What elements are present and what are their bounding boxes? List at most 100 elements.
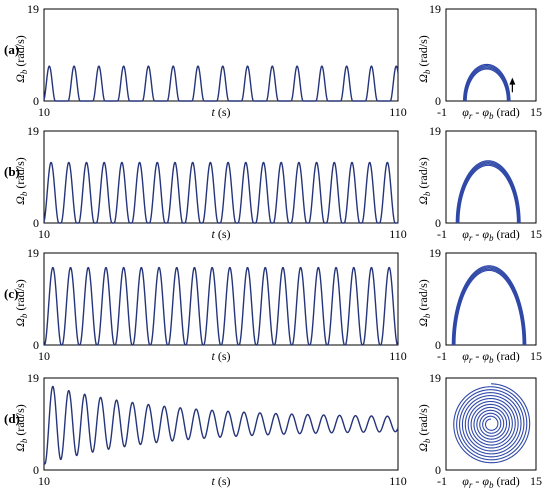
x-tick-label-min: 10 [38, 105, 50, 119]
x-axis-sub-r: r [469, 355, 473, 365]
x-axis-label: φr - φb (rad) [462, 227, 520, 243]
ylabel-unit: (rad/s) [416, 404, 430, 438]
y-tick-label-max: 19 [429, 371, 441, 385]
x-axis-phi-b: - φ [472, 105, 489, 119]
time-series-panel-2: 19 010 110 t (s) (c) [4, 246, 407, 363]
y-tick-label-min: 0 [33, 338, 39, 352]
y-tick-label-min: 0 [33, 94, 39, 108]
y-tick-label-min: 0 [435, 94, 441, 108]
y-tick-label-min: 0 [435, 463, 441, 477]
series-line [43, 385, 399, 465]
x-tick-label-max: 110 [389, 474, 407, 488]
y-tick-label-max: 19 [429, 2, 441, 16]
time-series-panel-1: 19 010 110 t (s) (b) [4, 124, 407, 241]
x-tick-label-min: -1 [437, 349, 447, 363]
panel-label: (d) [4, 411, 20, 426]
x-axis-phi-r: φ [462, 474, 469, 488]
x-axis-sub-b: b [489, 233, 494, 243]
ylabel-subscript: b [422, 191, 432, 196]
ylabel-subscript: b [422, 69, 432, 74]
plot-frame [445, 377, 537, 471]
phase-loop-line [458, 164, 518, 224]
x-axis-phi-b: - φ [472, 474, 489, 488]
direction-arrow-head [509, 77, 516, 85]
ylabel-subscript: b [422, 313, 432, 318]
ylabel-unit: (rad/s) [13, 404, 27, 438]
y-tick-label-min: 0 [33, 463, 39, 477]
x-axis-label: t (s) [211, 227, 230, 241]
y-tick-label-min: 0 [33, 216, 39, 230]
plot-frame [445, 252, 537, 346]
x-tick-label-min: -1 [437, 227, 447, 241]
plot-frame [445, 130, 537, 224]
x-axis-symbol: t [211, 105, 215, 119]
ylabel-symbol: Ω [13, 74, 27, 83]
phase-loop-line [451, 265, 527, 345]
x-axis-unit: (s) [215, 474, 231, 488]
y-tick-label-max: 19 [27, 246, 39, 260]
x-tick-label-max: 110 [389, 105, 407, 119]
x-axis-label: φr - φb (rad) [462, 105, 520, 121]
ylabel-subscript: b [19, 438, 29, 443]
x-axis-phi-r: φ [462, 105, 469, 119]
plot-frame [445, 8, 537, 102]
phase-loop-line [457, 163, 519, 224]
x-axis-unit: (s) [215, 349, 231, 363]
x-axis-unit: (s) [215, 105, 231, 119]
phase-loop-line [465, 67, 509, 102]
ylabel-symbol: Ω [416, 74, 430, 83]
y-axis-label: Ωb (rad/s) [416, 404, 432, 452]
phase-panel-0: 19 0-1 15 φr - φb (rad) [429, 2, 542, 121]
ylabel-unit: (rad/s) [13, 157, 27, 191]
x-axis-symbol: t [211, 227, 215, 241]
y-tick-label-min: 0 [435, 338, 441, 352]
x-axis-symbol: t [211, 474, 215, 488]
x-axis-label: t (s) [211, 105, 230, 119]
plot-frame [43, 8, 399, 102]
ylabel-subscript: b [19, 191, 29, 196]
ylabel-unit: (rad/s) [416, 35, 430, 69]
ylabel-unit: (rad/s) [13, 35, 27, 69]
x-tick-label-max: 110 [389, 227, 407, 241]
series-line [43, 65, 399, 102]
ylabel-symbol: Ω [13, 318, 27, 327]
x-tick-label-max: 15 [530, 227, 542, 241]
phase-loop-line [454, 269, 524, 345]
ylabel-symbol: Ω [416, 196, 430, 205]
x-axis-label: t (s) [211, 474, 230, 488]
x-axis-label: φr - φb (rad) [462, 474, 520, 490]
phase-loop-line [452, 266, 526, 346]
x-axis-unit: (rad) [493, 349, 519, 363]
x-tick-label-min: 10 [38, 227, 50, 241]
ylabel-symbol: Ω [13, 443, 27, 452]
time-series-panel-0: 19 010 110 t (s) (a) [4, 2, 407, 119]
x-axis-sub-b: b [489, 355, 494, 365]
y-tick-label-max: 19 [27, 2, 39, 16]
phase-loop-line [462, 63, 511, 101]
x-axis-phi-b: - φ [472, 349, 489, 363]
phase-loop-line [453, 267, 525, 345]
ylabel-subscript: b [19, 69, 29, 74]
y-axis-label: Ωb (rad/s) [13, 279, 29, 327]
panel-label: (c) [4, 286, 18, 301]
y-axis-label: Ωb (rad/s) [13, 157, 29, 205]
plot-frame [43, 252, 399, 346]
y-axis-label: Ωb (rad/s) [416, 35, 432, 83]
x-tick-label-max: 15 [530, 349, 542, 363]
phase-loop-line [463, 65, 510, 101]
y-tick-label-max: 19 [429, 246, 441, 260]
y-axis-label: Ωb (rad/s) [13, 35, 29, 83]
ylabel-symbol: Ω [13, 196, 27, 205]
ylabel-subscript: b [422, 438, 432, 443]
y-tick-label-max: 19 [27, 371, 39, 385]
time-series-panel-3: 19 010 110 t (s) (d) [4, 371, 407, 488]
phase-panel-3: 19 0-1 15 φr - φb (rad) [429, 371, 542, 490]
x-axis-unit: (s) [215, 227, 231, 241]
series-line [43, 161, 399, 224]
phase-spiral [453, 383, 531, 464]
series-line [43, 266, 399, 346]
x-axis-sub-r: r [469, 480, 473, 490]
x-tick-label-min: 10 [38, 349, 50, 363]
x-axis-sub-r: r [469, 233, 473, 243]
x-tick-label-min: 10 [38, 474, 50, 488]
